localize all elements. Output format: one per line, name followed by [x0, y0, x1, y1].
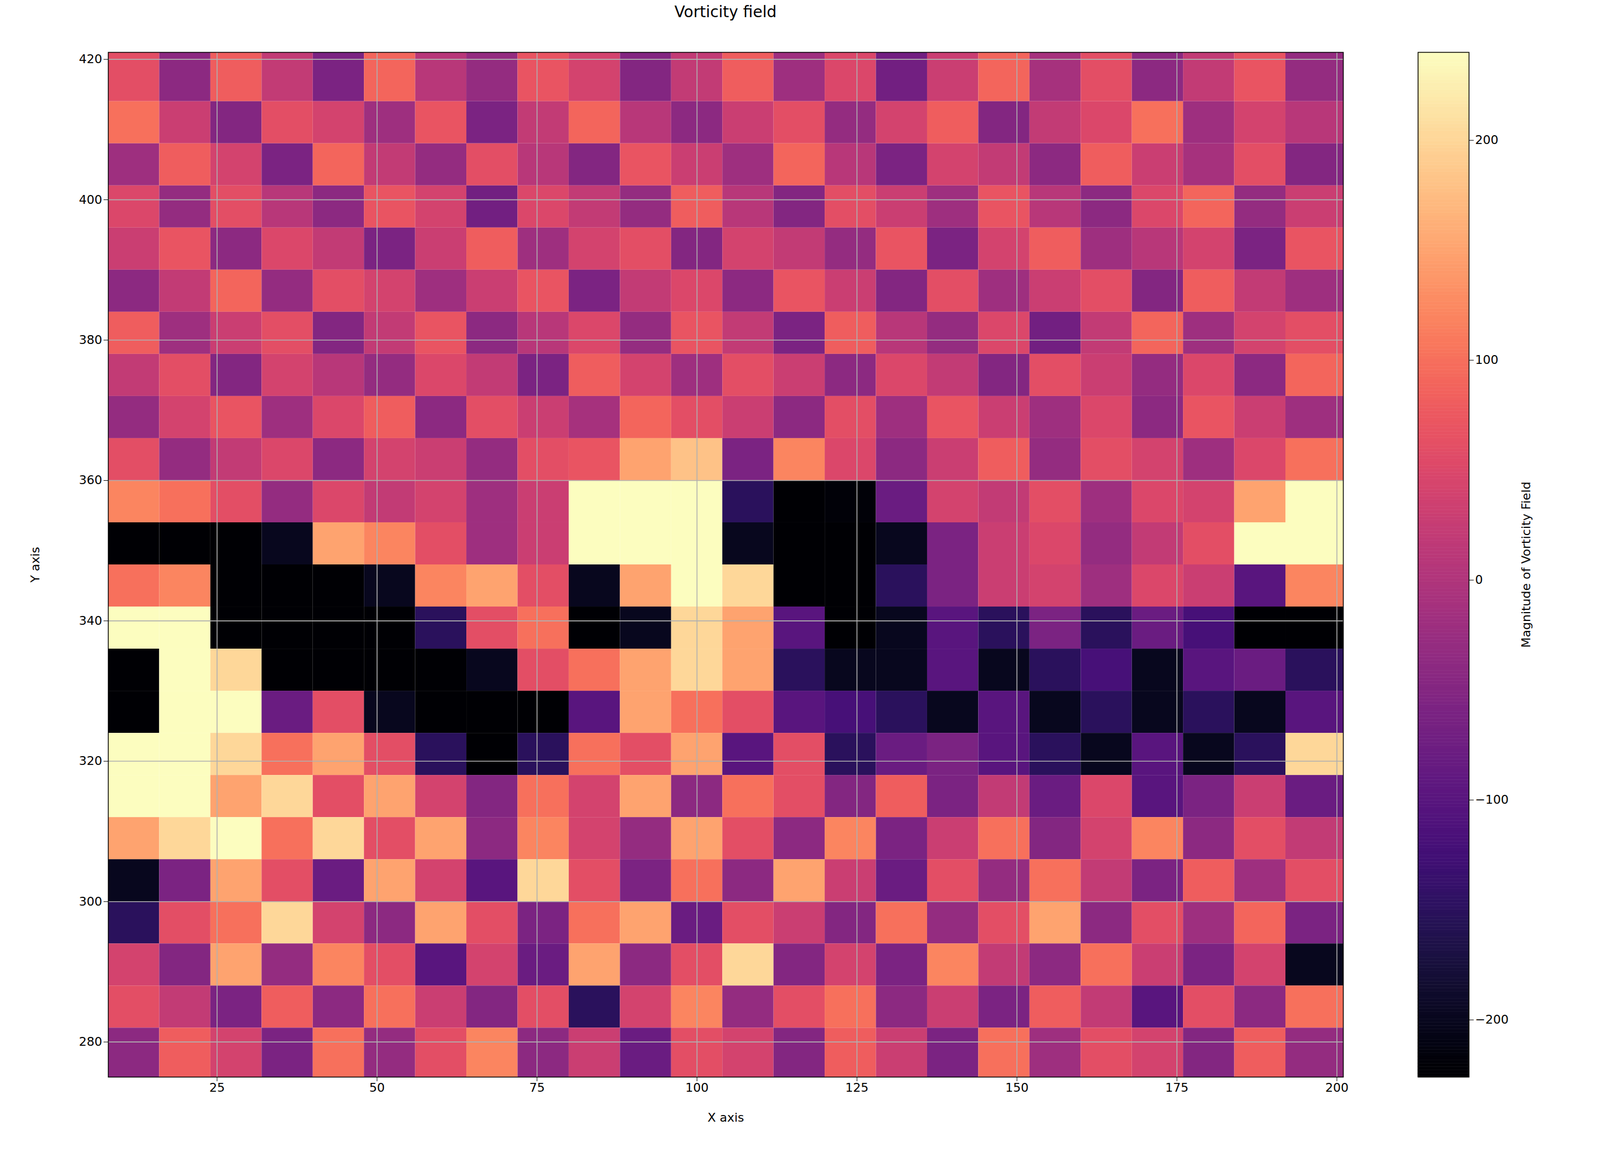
svg-text:25: 25	[209, 1080, 225, 1095]
svg-text:400: 400	[79, 192, 103, 207]
svg-text:175: 175	[1165, 1080, 1189, 1095]
svg-text:X axis: X axis	[707, 1110, 744, 1125]
svg-text:200: 200	[1475, 132, 1499, 147]
svg-text:−200: −200	[1475, 1012, 1509, 1027]
svg-text:100: 100	[1475, 352, 1499, 367]
svg-text:−100: −100	[1475, 792, 1509, 807]
svg-text:200: 200	[1325, 1080, 1349, 1095]
svg-text:360: 360	[79, 472, 103, 487]
svg-text:280: 280	[79, 1034, 103, 1049]
svg-text:420: 420	[79, 52, 103, 66]
svg-text:340: 340	[79, 613, 103, 628]
html-text:Vorticity field: Vorticity field	[674, 2, 777, 22]
svg-text:50: 50	[369, 1080, 385, 1095]
svg-text:Y axis: Y axis	[28, 546, 43, 584]
svg-text:320: 320	[79, 753, 103, 768]
svg-text:150: 150	[1005, 1080, 1029, 1095]
svg-text:75: 75	[529, 1080, 545, 1095]
svg-text:100: 100	[685, 1080, 709, 1095]
svg-text:380: 380	[79, 332, 103, 347]
svg-text:0: 0	[1475, 572, 1484, 587]
svg-text:125: 125	[845, 1080, 869, 1095]
svg-text:300: 300	[79, 894, 103, 909]
svg-text:Magnitude of Vorticity Field: Magnitude of Vorticity Field	[1519, 481, 1533, 648]
